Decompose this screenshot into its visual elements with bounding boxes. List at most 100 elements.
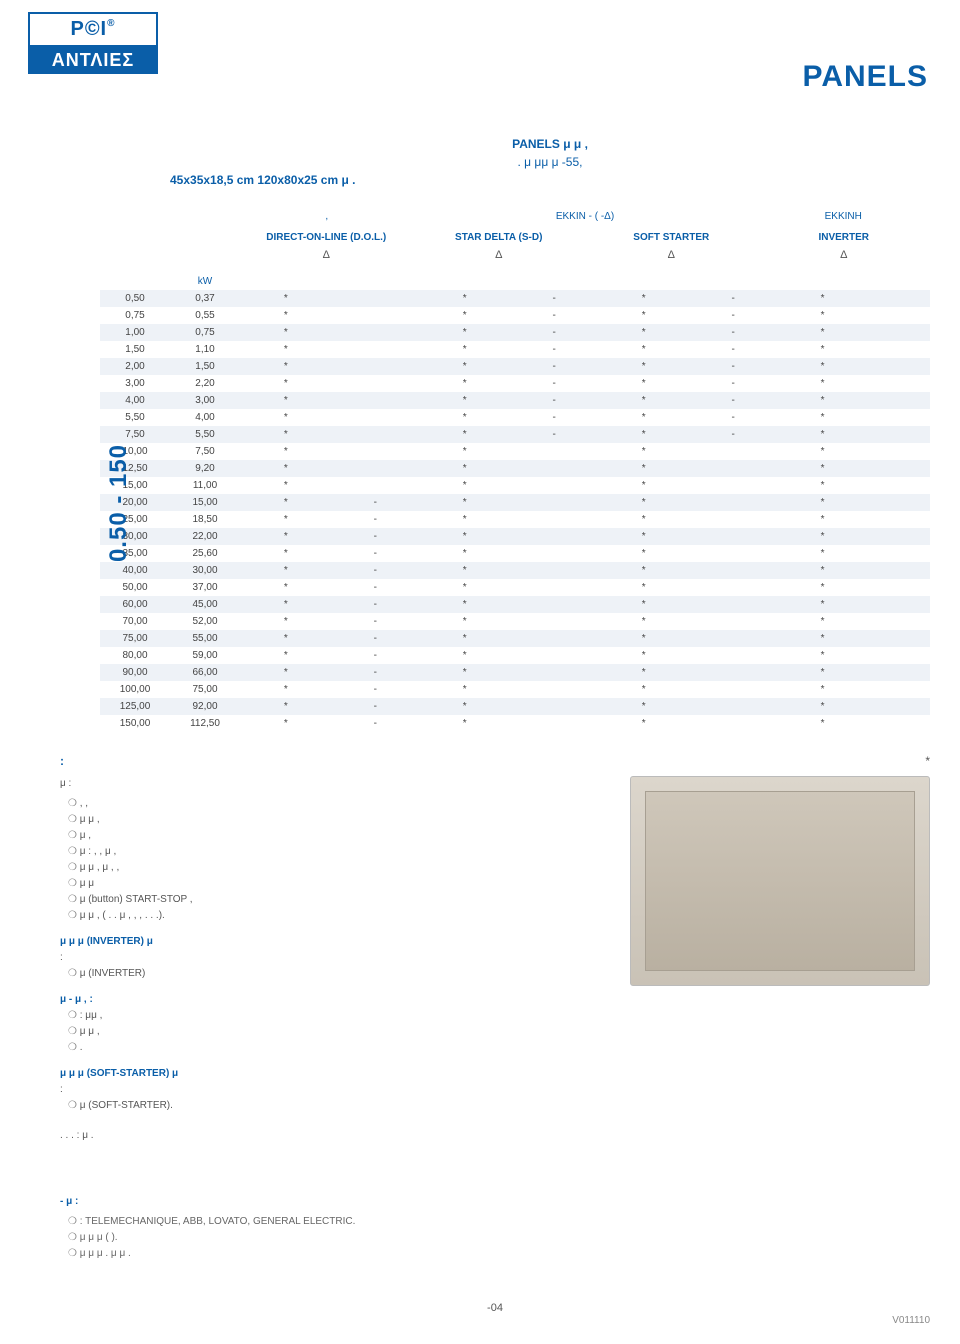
table-cell: -: [332, 647, 419, 664]
table-cell: -: [511, 409, 598, 426]
table-cell: -: [332, 528, 419, 545]
table-cell: [868, 664, 930, 681]
table-cell: 92,00: [170, 698, 240, 715]
table-cell: *: [419, 494, 511, 511]
table-cell: [868, 596, 930, 613]
inverter-list: μ (INVERTER): [60, 966, 610, 982]
intro-block: PANELS μ μ , . μ μμ μ -55, 45x35x18,5 cm…: [60, 135, 930, 189]
table-cell: 1,50: [170, 358, 240, 375]
table-cell: [511, 613, 598, 630]
table-cell: -: [511, 341, 598, 358]
table-cell: 45,00: [170, 596, 240, 613]
table-cell: [689, 596, 776, 613]
table-cell: *: [240, 545, 332, 562]
table-cell: *: [240, 392, 332, 409]
table-cell: *: [419, 613, 511, 630]
table-cell: [689, 613, 776, 630]
table-row: 1,501,10**-*-*: [100, 341, 930, 358]
list-item: μ μ , μ , ,: [68, 860, 610, 876]
table-cell: 75,00: [170, 681, 240, 698]
table-cell: [511, 664, 598, 681]
table-cell: 112,50: [170, 715, 240, 732]
table-row: 40,0030,00*-***: [100, 562, 930, 579]
table-cell: *: [419, 460, 511, 477]
table-cell: 55,00: [170, 630, 240, 647]
table-row: 1,000,75**-*-*: [100, 324, 930, 341]
list-item: μ μ ,: [68, 812, 610, 828]
table-cell: *: [598, 545, 690, 562]
table-cell: [511, 545, 598, 562]
spacer: [60, 207, 240, 226]
head-ekkin-left: EKKIN - ( -Δ): [414, 207, 757, 226]
table-cell: *: [598, 341, 690, 358]
spacer: [60, 245, 240, 265]
table-cell: *: [598, 290, 690, 307]
notes-colon: :: [60, 754, 64, 768]
table-cell: 80,00: [100, 647, 170, 664]
table-cell: 66,00: [170, 664, 240, 681]
head-ekkinh: EKKINH: [757, 207, 931, 226]
delta-3: Δ: [585, 245, 758, 265]
mid-list: : μμ , μ μ , .: [60, 1008, 610, 1056]
table-cell: [868, 443, 930, 460]
logo-top-text: P©I: [70, 18, 107, 40]
table-cell: [511, 647, 598, 664]
table-cell: [868, 341, 930, 358]
table-row: 5,504,00**-*-*: [100, 409, 930, 426]
footer-heading: - μ :: [60, 1194, 930, 1210]
table-cell: *: [777, 392, 869, 409]
intro-line-1: PANELS μ μ ,: [170, 135, 930, 153]
table-cell: *: [419, 511, 511, 528]
table-cell: *: [777, 375, 869, 392]
table-row: 12,509,20****: [100, 460, 930, 477]
table-row: 2,001,50**-*-*: [100, 358, 930, 375]
table-cell: 1,10: [170, 341, 240, 358]
starter-headers-sub: DIRECT-ON-LINE (D.O.L.) STAR DELTA (S-D)…: [60, 230, 930, 245]
intro-dims: 45x35x18,5 cm 120x80x25 cm μ .: [170, 171, 930, 189]
table-cell: [689, 477, 776, 494]
table-cell: *: [240, 647, 332, 664]
table-cell: *: [598, 409, 690, 426]
table-cell: [332, 409, 419, 426]
table-cell: *: [240, 511, 332, 528]
table-cell: *: [598, 375, 690, 392]
table-cell: 15,00: [170, 494, 240, 511]
table-row: 80,0059,00*-***: [100, 647, 930, 664]
table-cell: *: [419, 324, 511, 341]
table-cell: *: [777, 358, 869, 375]
table-cell: 50,00: [100, 579, 170, 596]
table-cell: *: [777, 647, 869, 664]
table-cell: 2,20: [170, 375, 240, 392]
table-cell: [868, 392, 930, 409]
table-cell: [511, 681, 598, 698]
table-cell: [689, 562, 776, 579]
table-cell: [689, 664, 776, 681]
table-cell: [868, 511, 930, 528]
table-row: 3,002,20**-*-*: [100, 375, 930, 392]
table-cell: *: [777, 324, 869, 341]
table-cell: [511, 443, 598, 460]
table-cell: *: [777, 426, 869, 443]
list-item: μ ,: [68, 828, 610, 844]
table-cell: *: [240, 681, 332, 698]
table-cell: [868, 494, 930, 511]
table-cell: [511, 579, 598, 596]
delta-4: Δ: [758, 245, 931, 265]
table-cell: *: [240, 290, 332, 307]
version-code: V011110: [892, 1315, 930, 1326]
softstart-list: μ (SOFT-STARTER).: [60, 1098, 610, 1114]
table-cell: -: [332, 545, 419, 562]
table-cell: -: [332, 698, 419, 715]
table-cell: *: [598, 596, 690, 613]
intro-line-2: . μ μμ μ -55,: [170, 153, 930, 171]
table-cell: *: [240, 443, 332, 460]
table-cell: [868, 358, 930, 375]
table-row: 70,0052,00*-***: [100, 613, 930, 630]
logo-top: P©I®: [28, 12, 158, 47]
table-cell: 59,00: [170, 647, 240, 664]
table-row: 20,0015,00*-***: [100, 494, 930, 511]
table-row: 15,0011,00****: [100, 477, 930, 494]
notes-heading: : *: [60, 754, 930, 768]
table-cell: 22,00: [170, 528, 240, 545]
table-cell: [689, 698, 776, 715]
